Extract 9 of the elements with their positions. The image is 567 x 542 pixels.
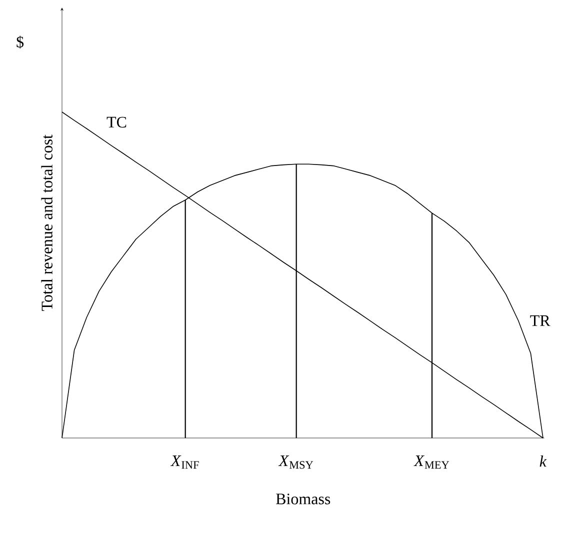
y-axis-title: Total revenue and total cost (41, 134, 52, 311)
text: $ (16, 36, 24, 49)
x-tick-label: k (540, 456, 547, 467)
x-tick-label: X$_{MSY}$ (278, 456, 314, 469)
series-label: TC (106, 116, 126, 128)
series-label: TR (530, 315, 550, 326)
x-tick-label: X$_{MEY}$ (414, 456, 450, 469)
x-tick-label: X$_{INF}$ (170, 456, 199, 469)
x-axis-title: Biomass (276, 494, 330, 504)
